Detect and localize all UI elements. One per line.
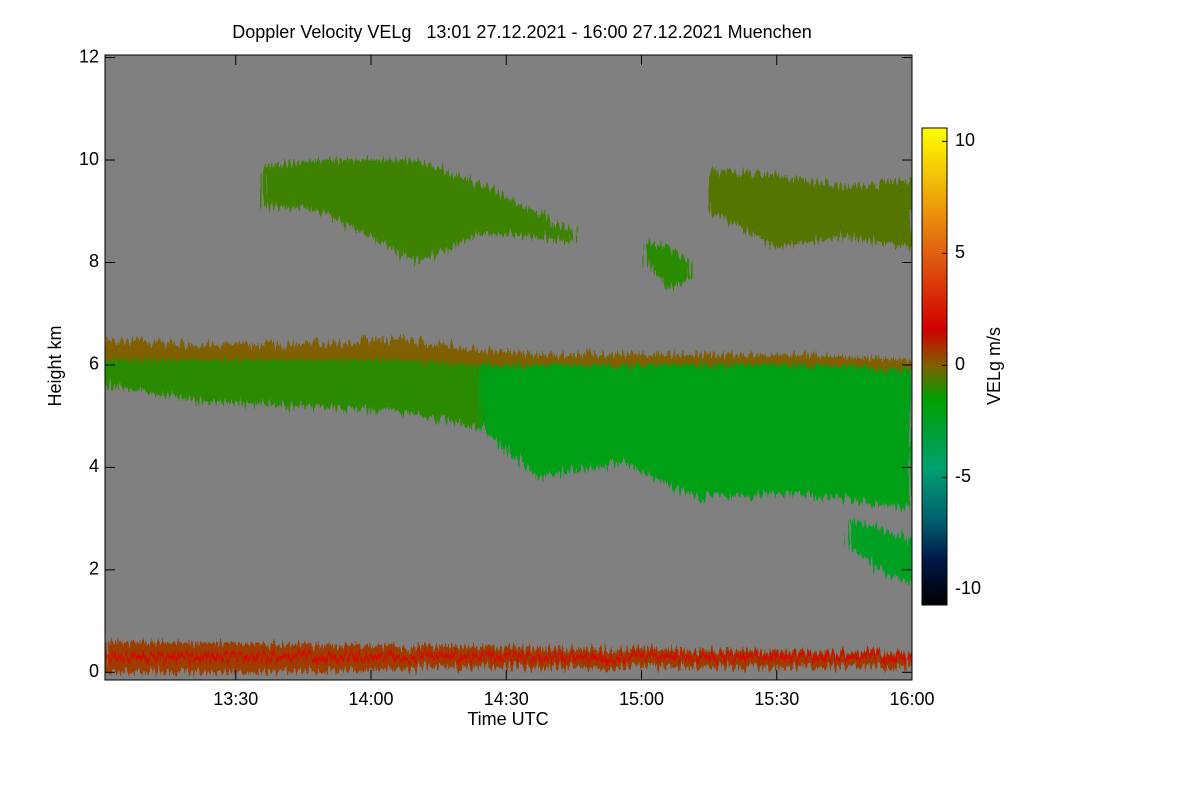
x-tick-label: 15:00 bbox=[619, 689, 664, 709]
colorbar-label: VELg m/s bbox=[984, 327, 1004, 405]
echo-region bbox=[262, 160, 574, 263]
plot-frame bbox=[104, 54, 913, 681]
colorbar bbox=[921, 127, 948, 606]
echo-region bbox=[479, 364, 912, 509]
y-tick-label: 12 bbox=[79, 46, 99, 66]
echo-layer bbox=[105, 160, 912, 673]
y-tick-label: 0 bbox=[89, 661, 99, 681]
y-tick-label: 6 bbox=[89, 354, 99, 374]
x-tick-label: 15:30 bbox=[754, 689, 799, 709]
colorbar-tick-label: -5 bbox=[955, 466, 971, 486]
x-tick-label: 13:30 bbox=[213, 689, 258, 709]
colorbar-tick-label: -10 bbox=[955, 578, 981, 598]
x-tick-label: 14:30 bbox=[484, 689, 529, 709]
chart-title: Doppler Velocity VELg 13:01 27.12.2021 -… bbox=[232, 22, 811, 42]
echo-region bbox=[105, 654, 912, 660]
x-axis-label: Time UTC bbox=[467, 709, 548, 729]
x-tick-label: 16:00 bbox=[889, 689, 934, 709]
echo-region bbox=[709, 170, 912, 248]
colorbar-tick-label: 0 bbox=[955, 354, 965, 374]
echo-region bbox=[848, 518, 912, 586]
echo-region bbox=[105, 359, 507, 437]
y-axis-label: Height km bbox=[45, 325, 65, 406]
y-tick-label: 10 bbox=[79, 149, 99, 169]
echo-region bbox=[646, 241, 692, 289]
colorbar-tick-label: 5 bbox=[955, 242, 965, 262]
y-tick-label: 2 bbox=[89, 559, 99, 579]
y-tick-label: 4 bbox=[89, 456, 99, 476]
colorbar-tick-label: 10 bbox=[955, 130, 975, 150]
y-tick-label: 8 bbox=[89, 251, 99, 271]
x-tick-label: 14:00 bbox=[348, 689, 393, 709]
